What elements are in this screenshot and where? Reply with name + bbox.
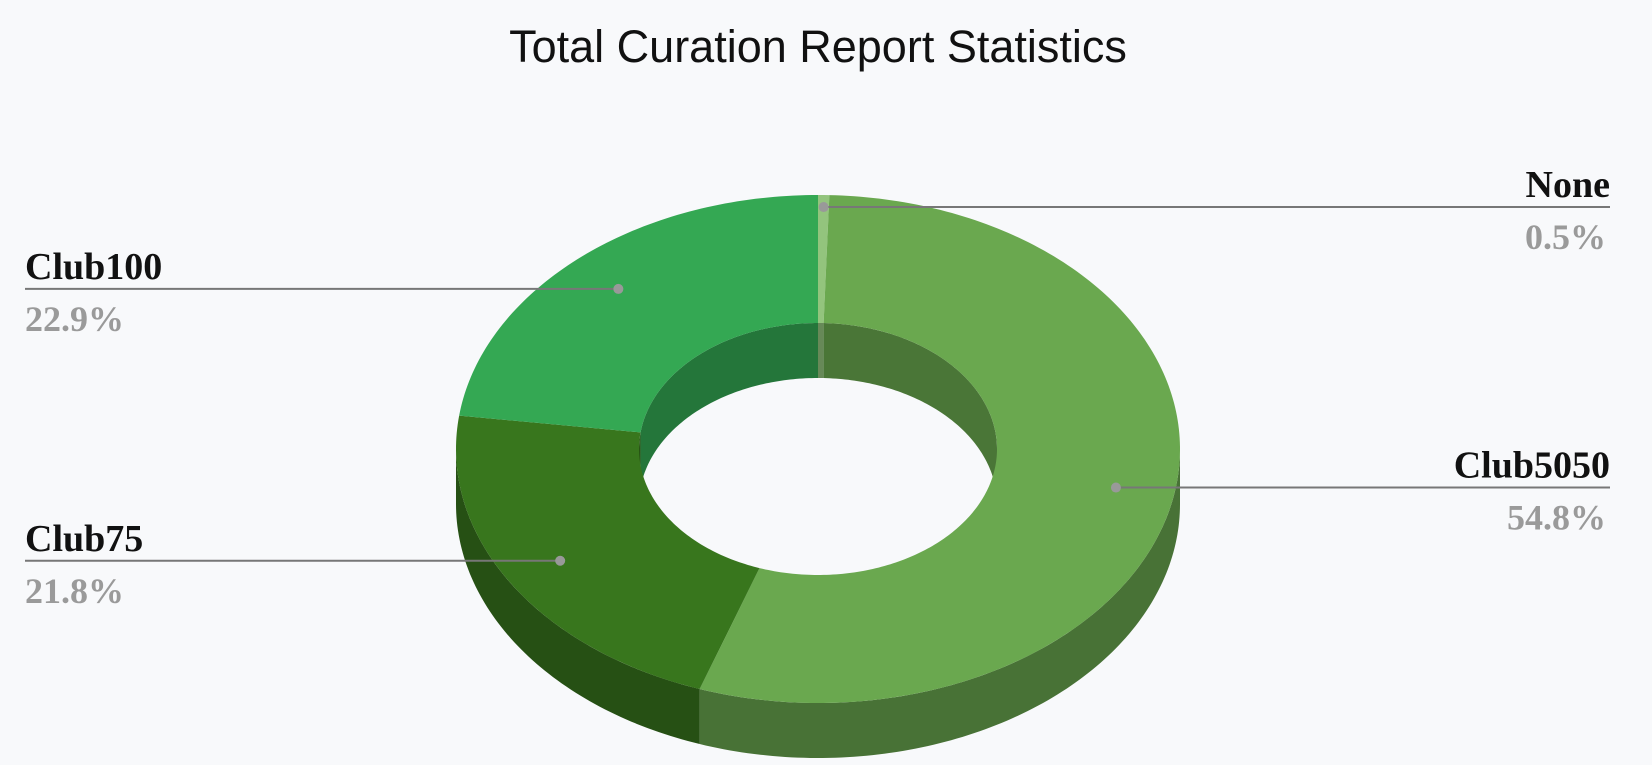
slice (699, 195, 1180, 703)
slice-inner-wall (823, 323, 997, 504)
slice (818, 195, 830, 324)
leader-dot (818, 202, 829, 213)
slice-value-label: 22.9% (25, 299, 124, 339)
leader-dot (613, 283, 624, 294)
slice-value-label: 54.8% (1507, 498, 1606, 538)
slice-inner-wall (640, 323, 818, 488)
slice-outer-wall (456, 449, 700, 745)
leader-dot (555, 555, 566, 566)
slice-value-label: 21.8% (25, 571, 124, 611)
chart-title: Total Curation Report Statistics (509, 21, 1127, 72)
slice-inner-wall (818, 323, 824, 379)
slice-label: Club5050 (1454, 445, 1610, 487)
slice-value-label: 0.5% (1525, 217, 1606, 257)
slice (456, 415, 760, 690)
slice (459, 195, 818, 433)
slice-outer-wall (699, 449, 1180, 758)
slice-label: None (1526, 164, 1610, 206)
slice-label: Club100 (25, 246, 162, 288)
leader-dot (1110, 482, 1121, 493)
slice-label: Club75 (25, 518, 143, 560)
